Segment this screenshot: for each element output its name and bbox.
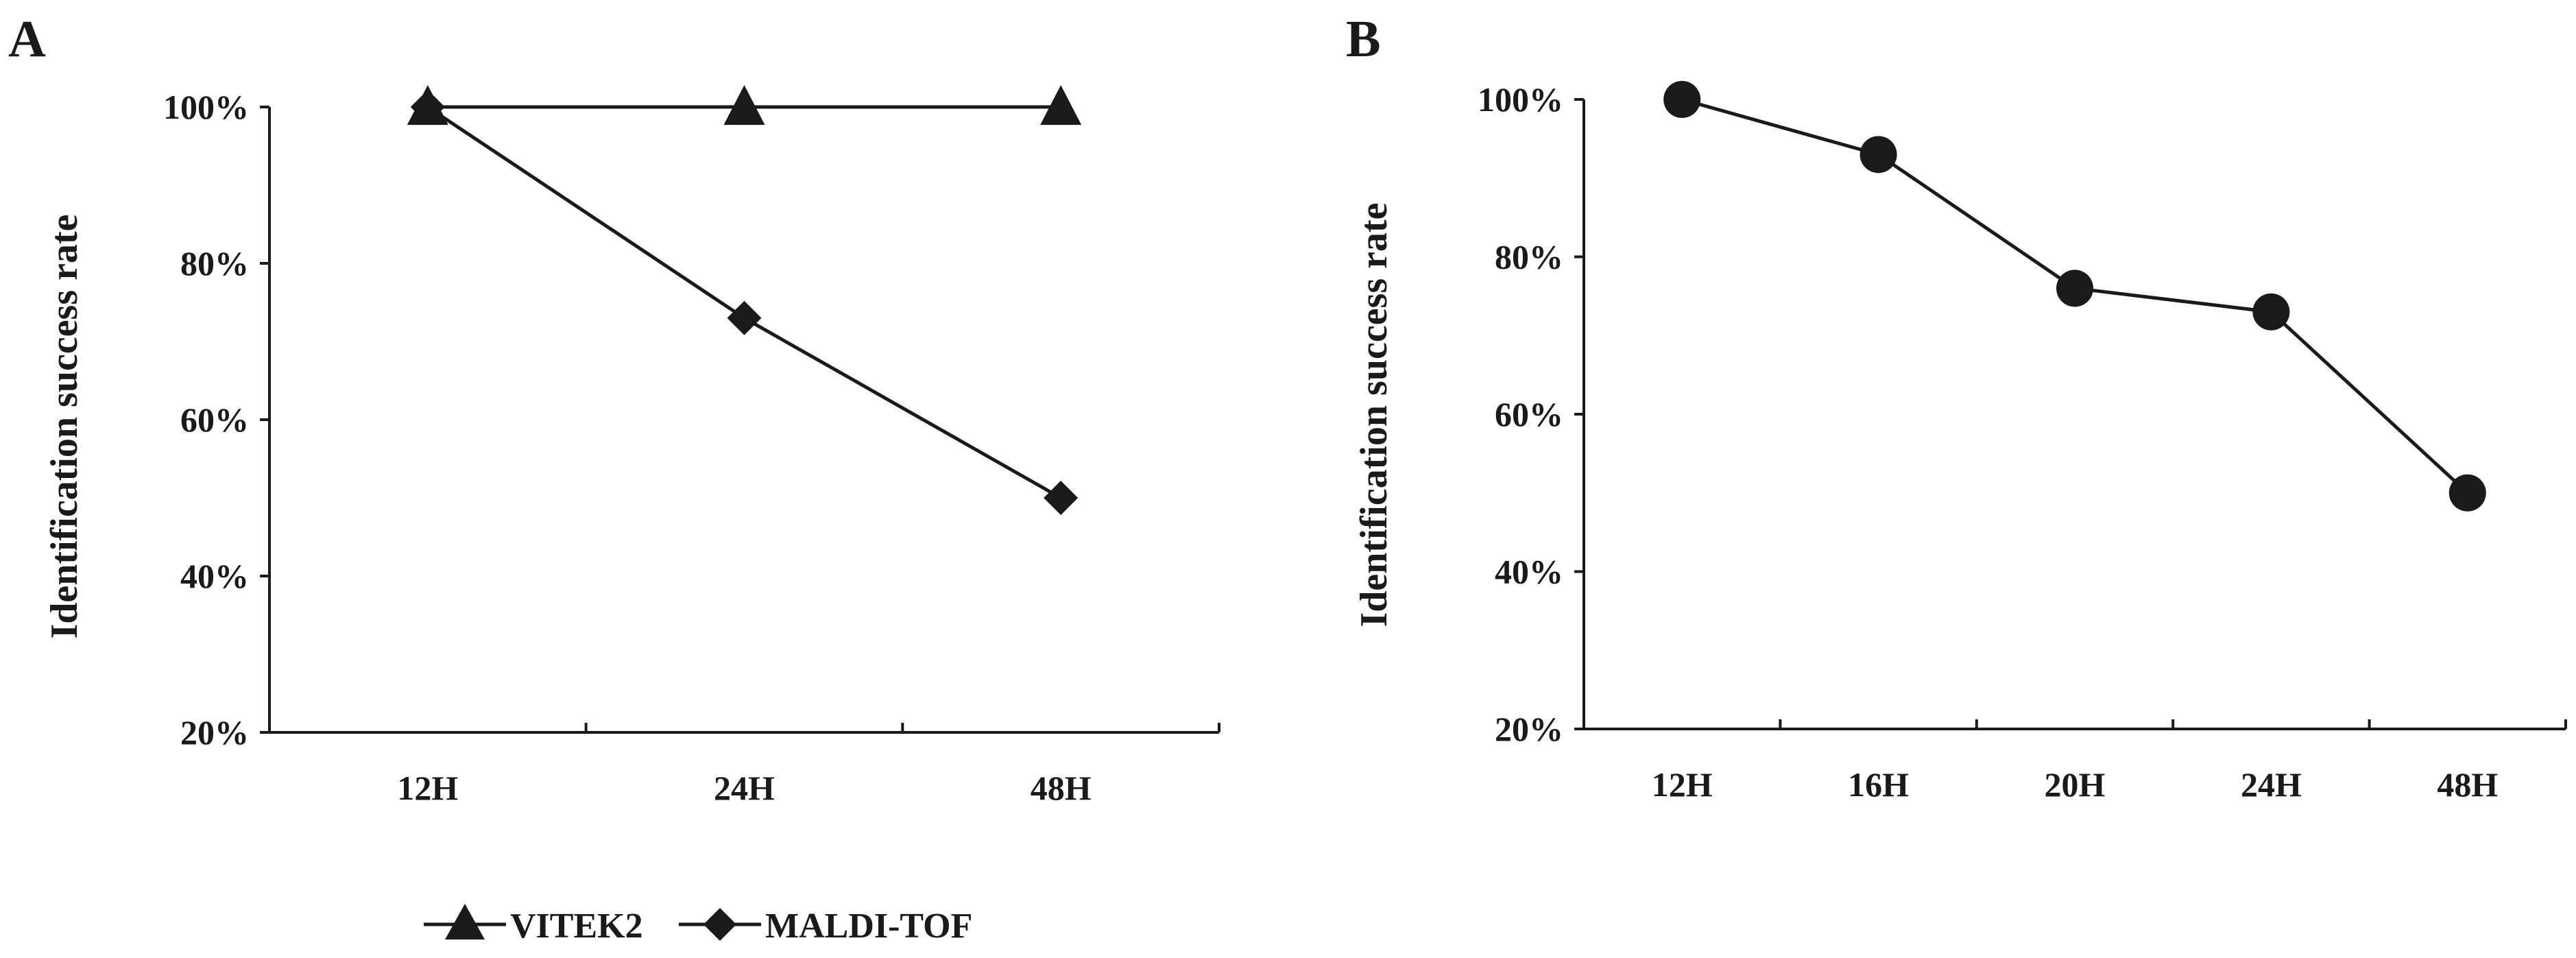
- maldi-tof-point-12h: [410, 90, 445, 124]
- x-tick-label-16h: 16H: [1848, 765, 1909, 804]
- panel-b-y-ticks: 20% 40% 60% 80% 100%: [1478, 80, 1584, 748]
- y-tick-label: 40%: [180, 557, 249, 595]
- y-tick-label: 20%: [180, 713, 249, 752]
- vitek2-point-24h: [723, 85, 765, 125]
- panel-a-series: [407, 85, 1082, 515]
- maldi-tof-point-48h: [1044, 481, 1079, 515]
- x-tick-label-12h: 12H: [1652, 765, 1713, 804]
- y-tick-label: 20%: [1495, 710, 1563, 748]
- y-tick-label: 40%: [1495, 553, 1563, 591]
- legend-maldi-tof-diamond-marker: [703, 908, 736, 941]
- y-tick-label: 80%: [180, 244, 249, 283]
- series-point-16h: [1859, 136, 1897, 173]
- panel-b-series: [1663, 81, 2486, 512]
- panel-a-x-ticks: 12H 24H 48H: [397, 723, 1220, 807]
- panel-a-y-ticks: 20% 40% 60% 80% 100%: [163, 88, 269, 752]
- panel-b-x-ticks: 12H 16H 20H 24H 48H: [1652, 719, 2567, 804]
- y-tick-label: 80%: [1495, 238, 1563, 276]
- panel-a: A Identification success rate 20% 40% 60% 8…: [8, 10, 1220, 946]
- legend-vitek2-label: VITEK2: [510, 907, 643, 946]
- panel-a-legend: VITEK2 MALDI-TOF: [424, 904, 972, 946]
- maldi-tof-point-24h: [727, 300, 762, 335]
- x-tick-label-12h: 12H: [397, 769, 458, 807]
- y-tick-label: 60%: [180, 400, 249, 439]
- series-point-24h: [2252, 293, 2290, 331]
- x-tick-label-20h: 20H: [2045, 765, 2106, 804]
- vitek2-point-48h: [1040, 85, 1082, 125]
- y-tick-label: 100%: [1478, 80, 1563, 119]
- x-tick-label-24h: 24H: [714, 769, 775, 807]
- x-tick-label-24h: 24H: [2241, 765, 2302, 804]
- y-tick-label: 100%: [163, 88, 249, 126]
- legend-vitek2-triangle-marker: [445, 904, 485, 939]
- panel-b: B Identification success rate 20% 40% 60% 8…: [1346, 10, 2567, 804]
- panel-b-y-axis-label: Identification success rate: [1353, 202, 1395, 627]
- x-tick-label-48h: 48H: [2437, 765, 2498, 804]
- series-point-12h: [1663, 81, 1701, 118]
- x-tick-label-48h: 48H: [1031, 769, 1092, 807]
- series-point-20h: [2056, 270, 2093, 307]
- legend-maldi-tof-label: MALDI-TOF: [765, 907, 972, 946]
- panel-b-letter: B: [1346, 10, 1381, 68]
- series-point-48h: [2448, 474, 2486, 512]
- panel-a-letter: A: [8, 10, 46, 68]
- panel-a-y-axis-label: Identification success rate: [43, 214, 86, 638]
- y-tick-label: 60%: [1495, 395, 1563, 433]
